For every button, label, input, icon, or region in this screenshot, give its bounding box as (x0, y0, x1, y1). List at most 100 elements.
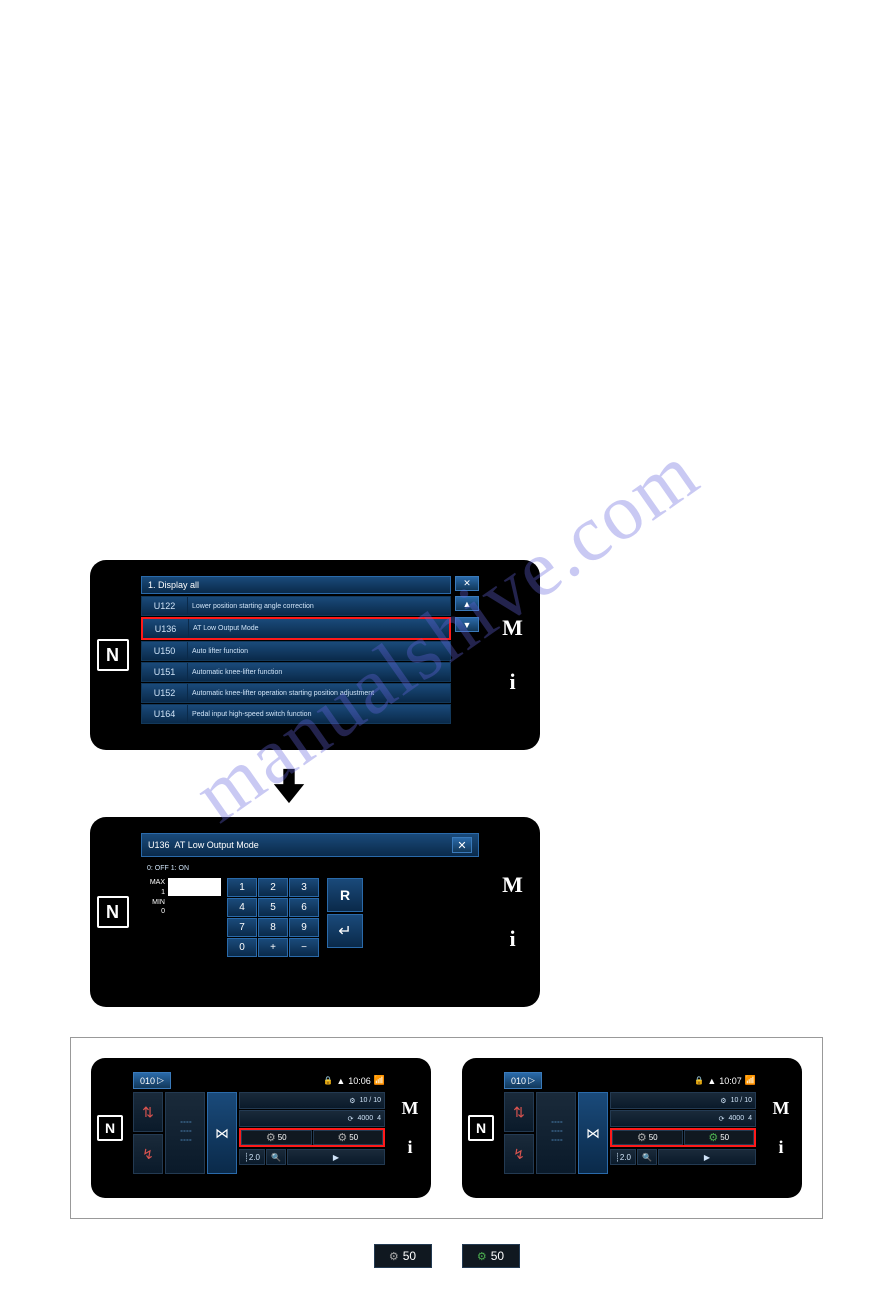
header-num: 1. (148, 580, 156, 590)
keypad: 123 456 789 0+− (227, 878, 319, 957)
key-6[interactable]: 6 (289, 898, 319, 917)
search-cell[interactable]: 🔍 (637, 1149, 657, 1165)
list-row[interactable]: U136AT Low Output Mode (141, 617, 451, 640)
pattern-id[interactable]: 010▷ (504, 1072, 542, 1089)
close-button[interactable]: ✕ (452, 837, 472, 853)
sewing-device-b: N 010▷ 🔒 ▲10:07 📶 ⇅ ↯ ┊┊┊ ⋈ ⚙10 / 10 (462, 1058, 802, 1198)
gear-icon: ⚙ (337, 1131, 347, 1144)
gear-icon: ⚙ (708, 1131, 718, 1144)
i-button[interactable]: i (509, 926, 515, 952)
clock: 🔒 ▲10:06 📶 (323, 1072, 385, 1089)
key-4[interactable]: 4 (227, 898, 257, 917)
m-button[interactable]: M (502, 615, 523, 641)
item-code: U151 (142, 663, 188, 681)
tension-highlight: ⚙50 ⚙50 (239, 1128, 385, 1147)
title-code: U136 (148, 840, 170, 850)
zigzag-icon[interactable]: ⋈ (578, 1092, 608, 1174)
settings-list-screen: 1. Display all ✕ U122Lower position star… (135, 572, 485, 738)
key-2[interactable]: 2 (258, 878, 288, 897)
item-label: Automatic knee-lifter function (188, 663, 450, 681)
list-row[interactable]: U122Lower position starting angle correc… (141, 596, 451, 616)
info-speed[interactable]: ⟳40004 (239, 1110, 385, 1127)
key-1[interactable]: 1 (227, 878, 257, 897)
search-cell[interactable]: 🔍 (266, 1149, 286, 1165)
reverse-start-icon[interactable]: ⇅ (133, 1092, 163, 1132)
subtitle: 0: OFF 1: ON (147, 865, 479, 872)
value-display (168, 878, 221, 896)
i-button[interactable]: i (509, 669, 515, 695)
enter-key[interactable]: ↵ (327, 914, 363, 948)
item-label: Automatic knee-lifter operation starting… (188, 684, 450, 702)
pitch-cell[interactable]: ┊ 2.0 (610, 1149, 636, 1165)
i-button[interactable]: i (407, 1137, 412, 1158)
m-button[interactable]: M (502, 872, 523, 898)
tension-right[interactable]: ⚙50 (313, 1130, 384, 1145)
key-7[interactable]: 7 (227, 918, 257, 937)
tension-glyph-green: ⚙50 (462, 1244, 520, 1268)
title-bar: U136 AT Low Output Mode ✕ (141, 833, 479, 857)
down-arrow-icon (270, 766, 308, 806)
play-cell[interactable]: ▶ (658, 1149, 756, 1165)
tension-left[interactable]: ⚙50 (612, 1130, 683, 1145)
item-label: AT Low Output Mode (189, 619, 449, 638)
reverse-end-icon[interactable]: ↯ (504, 1134, 534, 1174)
play-cell[interactable]: ▶ (287, 1149, 385, 1165)
item-code: U164 (142, 705, 188, 723)
key-−[interactable]: − (289, 938, 319, 957)
m-button[interactable]: M (773, 1098, 790, 1119)
list-header: 1. Display all (141, 576, 451, 594)
reverse-end-icon[interactable]: ↯ (133, 1134, 163, 1174)
tension-right[interactable]: ⚙50 (684, 1130, 755, 1145)
info-foot[interactable]: ⚙10 / 10 (610, 1092, 756, 1109)
lock-icon: 🔒 (694, 1076, 704, 1085)
scroll-down-button[interactable]: ▼ (455, 617, 479, 632)
wifi-icon: 📶 (374, 1075, 385, 1086)
max-label: MAX 1 MIN 0 (141, 878, 165, 917)
i-button[interactable]: i (778, 1137, 783, 1158)
tension-left[interactable]: ⚙50 (241, 1130, 312, 1145)
list-row[interactable]: U151Automatic knee-lifter function (141, 662, 451, 682)
key-+[interactable]: + (258, 938, 288, 957)
list-row[interactable]: U164Pedal input high-speed switch functi… (141, 704, 451, 724)
list-row[interactable]: U152Automatic knee-lifter operation star… (141, 683, 451, 703)
pitch-cell[interactable]: ┊ 2.0 (239, 1149, 265, 1165)
side-buttons: M i (485, 817, 540, 1007)
glyph-row: ⚙50 ⚙50 (0, 1244, 893, 1268)
settings-list-device: N 1. Display all ✕ U122Lower position st… (90, 560, 540, 750)
sewing-screens-box: N 010▷ 🔒 ▲10:06 📶 ⇅ ↯ ┊┊┊ ⋈ ⚙10 / 10 (70, 1037, 823, 1219)
item-code: U122 (142, 597, 188, 615)
pattern-id[interactable]: 010▷ (133, 1072, 171, 1089)
tension-highlight: ⚙50 ⚙50 (610, 1128, 756, 1147)
gear-icon: ⚙ (389, 1250, 399, 1263)
nfc-icon: N (97, 1115, 123, 1141)
info-speed[interactable]: ⟳40004 (610, 1110, 756, 1127)
key-9[interactable]: 9 (289, 918, 319, 937)
sewing-device-a: N 010▷ 🔒 ▲10:06 📶 ⇅ ↯ ┊┊┊ ⋈ ⚙10 / 10 (91, 1058, 431, 1198)
lock-icon: 🔒 (323, 1076, 333, 1085)
item-code: U136 (143, 619, 189, 638)
reverse-start-icon[interactable]: ⇅ (504, 1092, 534, 1132)
keypad-device: N U136 AT Low Output Mode ✕ 0: OFF 1: ON… (90, 817, 540, 1007)
reset-key[interactable]: R (327, 878, 363, 912)
item-label: Auto lifter function (188, 642, 450, 660)
item-code: U152 (142, 684, 188, 702)
nfc-area: N (90, 560, 135, 750)
side-buttons: M i (485, 560, 540, 750)
list-row[interactable]: U150Auto lifter function (141, 641, 451, 661)
key-0[interactable]: 0 (227, 938, 257, 957)
close-button[interactable]: ✕ (455, 576, 479, 591)
key-8[interactable]: 8 (258, 918, 288, 937)
stitch-pattern[interactable]: ┊┊┊ (165, 1092, 205, 1174)
key-5[interactable]: 5 (258, 898, 288, 917)
scroll-up-button[interactable]: ▲ (455, 596, 479, 611)
key-3[interactable]: 3 (289, 878, 319, 897)
nfc-icon: N (468, 1115, 494, 1141)
gear-icon: ⚙ (266, 1131, 276, 1144)
stitch-pattern[interactable]: ┊┊┊ (536, 1092, 576, 1174)
item-label: Pedal input high-speed switch function (188, 705, 450, 723)
zigzag-icon[interactable]: ⋈ (207, 1092, 237, 1174)
nfc-icon: N (97, 896, 129, 928)
info-foot[interactable]: ⚙10 / 10 (239, 1092, 385, 1109)
m-button[interactable]: M (402, 1098, 419, 1119)
gear-icon: ⚙ (637, 1131, 647, 1144)
